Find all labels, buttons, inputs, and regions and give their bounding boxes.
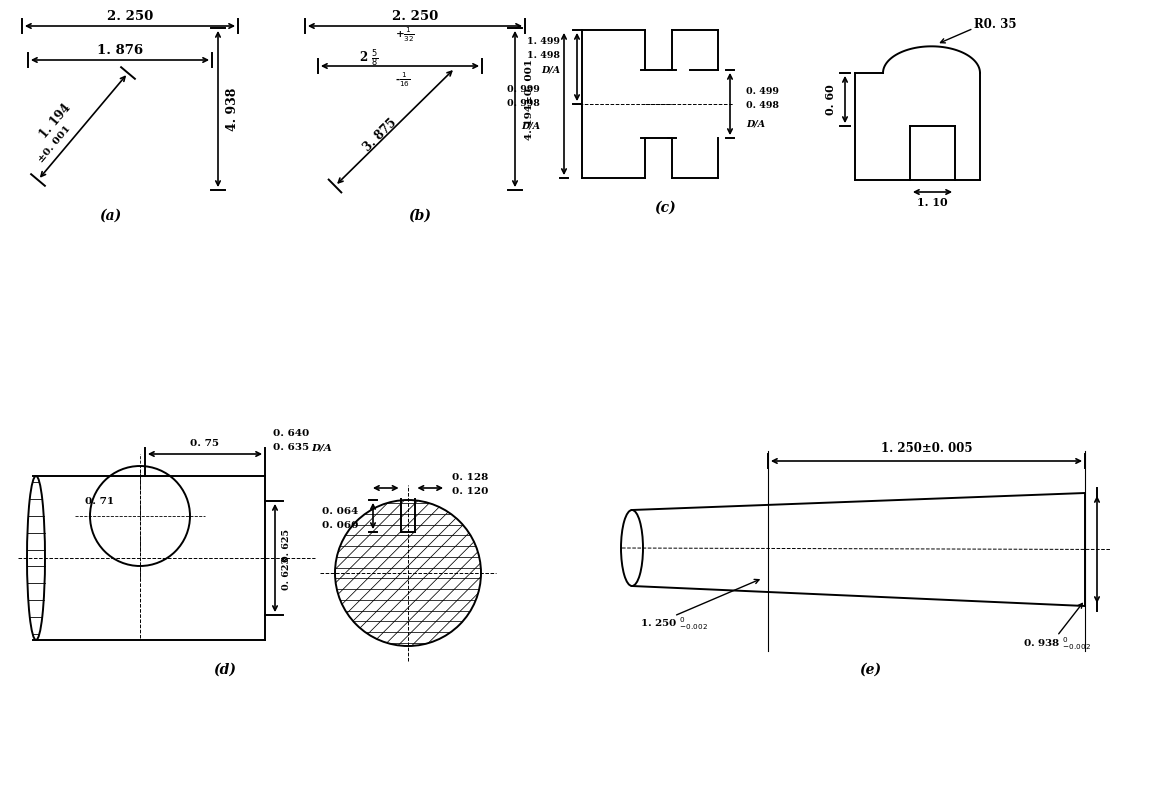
Text: 0. 120: 0. 120 [452,488,489,496]
Text: (c): (c) [654,201,676,215]
Text: D/A: D/A [540,65,560,74]
Text: 0. 060: 0. 060 [321,522,357,531]
Text: 0. 498: 0. 498 [747,101,779,110]
Text: R0. 35: R0. 35 [974,18,1016,31]
Text: (a): (a) [98,209,121,223]
Text: 1. 194: 1. 194 [36,101,73,141]
Text: 0. 999: 0. 999 [507,85,540,93]
Text: 0. 635: 0. 635 [273,444,313,452]
Text: 0. 998: 0. 998 [507,98,540,108]
Text: ±0. 001: ±0. 001 [38,124,73,164]
Text: 0. 499: 0. 499 [747,88,779,97]
Text: 2. 250: 2. 250 [391,10,438,22]
Text: 0. 640: 0. 640 [273,429,309,438]
Text: 1. 499: 1. 499 [527,38,560,46]
Text: 1. 10: 1. 10 [918,196,948,207]
Text: 1. 876: 1. 876 [97,44,143,57]
Text: 1. 250 $^{0}_{-0.002}$: 1. 250 $^{0}_{-0.002}$ [640,615,708,632]
Text: 0. 128: 0. 128 [452,473,489,483]
Text: 1. 498: 1. 498 [527,52,560,61]
Text: 3. 875: 3. 875 [361,116,400,154]
Text: 0. 60: 0. 60 [824,84,836,115]
Text: +$\frac{1}{32}$: +$\frac{1}{32}$ [395,26,415,44]
Text: (d): (d) [213,663,237,677]
Text: 1. 250±0. 005: 1. 250±0. 005 [880,443,973,456]
Text: 4. 938: 4. 938 [225,87,238,131]
Text: 2. 250: 2. 250 [107,10,154,22]
Text: 0. 938 $^{0}_{-0.002}$: 0. 938 $^{0}_{-0.002}$ [1023,635,1091,653]
Text: 4. 194±0. 001: 4. 194±0. 001 [525,58,534,140]
Text: -$\frac{1}{16}$: -$\frac{1}{16}$ [395,71,410,89]
Text: 0. 75: 0. 75 [191,440,219,448]
Text: D/A: D/A [520,121,540,131]
Text: 0. 623: 0. 623 [282,556,292,590]
Text: 0. 71: 0. 71 [86,496,114,505]
Text: D/A: D/A [311,444,332,452]
Text: 0. 064: 0. 064 [322,507,357,516]
Text: 0. 625: 0. 625 [282,530,292,563]
Text: (e): (e) [859,663,881,677]
Text: (b): (b) [409,209,431,223]
Text: 2 $\frac{5}{8}$: 2 $\frac{5}{8}$ [359,47,379,69]
Text: D/A: D/A [747,120,765,128]
